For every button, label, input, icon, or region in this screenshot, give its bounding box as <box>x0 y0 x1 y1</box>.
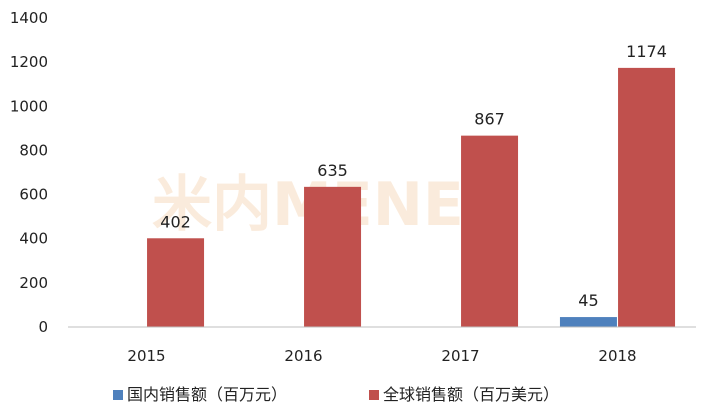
bar-2015-s1 <box>147 238 205 327</box>
data-label: 867 <box>474 110 505 129</box>
data-label: 1174 <box>626 42 667 61</box>
y-tick-label: 1200 <box>10 53 48 71</box>
y-axis: 0 200 400 600 800 1000 1200 1400 <box>10 9 48 336</box>
y-tick-label: 200 <box>19 274 48 292</box>
y-tick-label: 0 <box>38 318 48 336</box>
bar-2016-s1 <box>304 186 362 327</box>
bar-2017-s1 <box>461 135 519 327</box>
legend: 国内销售额（百万元） 全球销售额（百万美元） <box>113 385 559 404</box>
x-tick-label: 2018 <box>598 347 636 365</box>
legend-label: 国内销售额（百万元） <box>127 385 287 404</box>
y-tick-label: 800 <box>19 141 48 159</box>
legend-label: 全球销售额（百万美元） <box>383 385 559 404</box>
legend-swatch <box>113 390 123 400</box>
legend-swatch <box>369 390 379 400</box>
y-tick-label: 600 <box>19 186 48 204</box>
data-label: 402 <box>160 212 191 231</box>
x-axis: 2015 2016 2017 2018 <box>127 347 636 365</box>
y-tick-label: 400 <box>19 230 48 248</box>
y-tick-label: 1400 <box>10 9 48 27</box>
bars <box>147 67 676 327</box>
data-label: 635 <box>317 161 348 180</box>
data-labels: 402 635 867 45 1174 <box>160 42 667 310</box>
data-label: 45 <box>578 291 598 310</box>
x-tick-label: 2015 <box>127 347 165 365</box>
x-tick-label: 2016 <box>284 347 322 365</box>
bar-2018-s0 <box>559 317 617 327</box>
y-tick-label: 1000 <box>10 97 48 115</box>
x-tick-label: 2017 <box>441 347 479 365</box>
bar-2018-s1 <box>618 67 676 327</box>
